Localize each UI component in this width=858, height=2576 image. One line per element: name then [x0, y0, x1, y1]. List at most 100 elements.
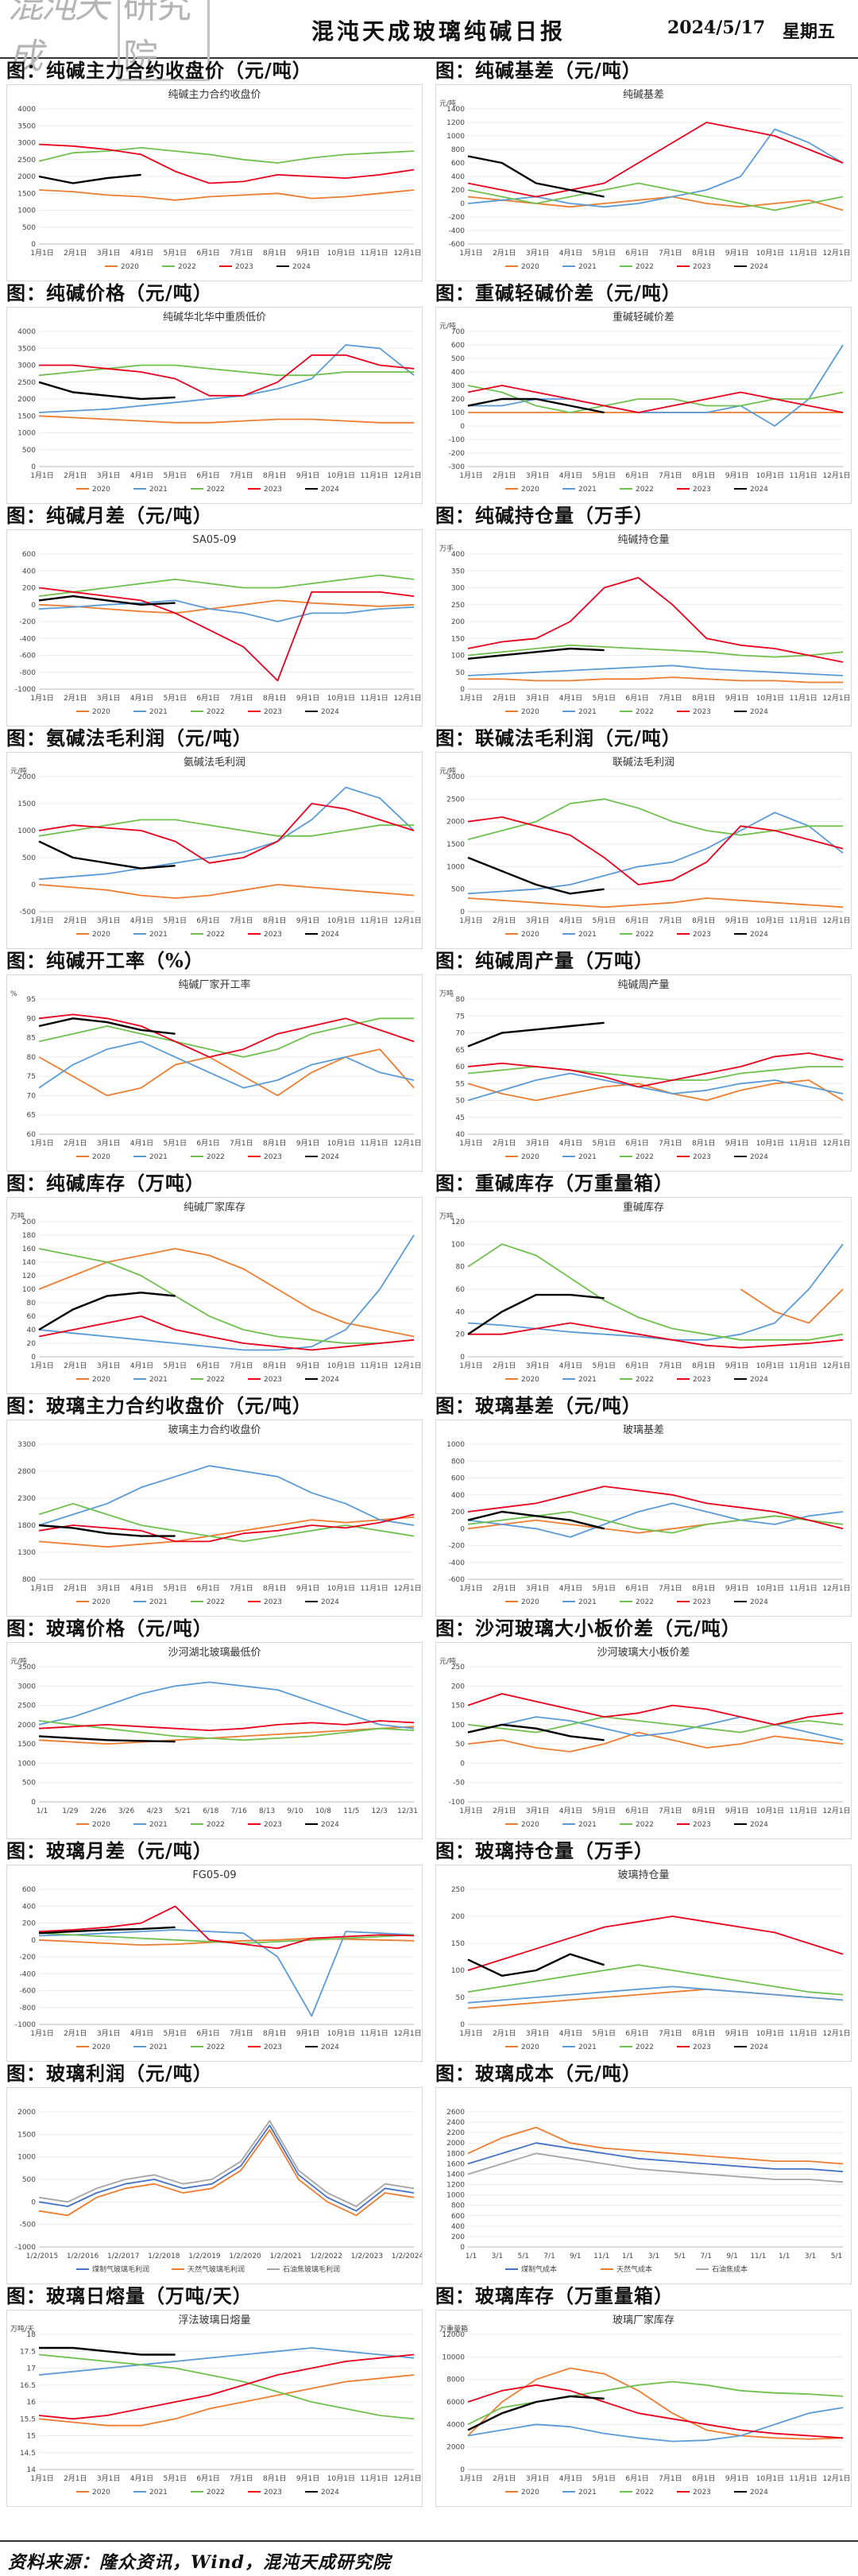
x-tick-label: 9月1日: [725, 1807, 748, 1815]
chart-panel: FG05-09 -1000 -800 -600 -400 -200 0 200 400 600 1月…: [6, 1865, 423, 2062]
line-chart: -1000 -500 0 500 1000 1500 2000 1/2/2015 1/2/201…: [15, 2109, 422, 2274]
y-tick-label: 3500: [17, 1664, 36, 1671]
y-tick-label: 2500: [17, 157, 36, 165]
x-tick-label: 4/23: [146, 1807, 162, 1815]
x-tick-label: 11月1日: [361, 1362, 388, 1370]
section-title: 图：纯碱开工率（%）: [6, 949, 204, 972]
y-tick-label: 14.5: [20, 2450, 36, 2458]
x-tick-label: 9月1日: [725, 916, 748, 925]
y-axis-unit: 万吨: [10, 1211, 25, 1221]
y-tick-label: 0: [460, 1760, 465, 1768]
legend-label: 2024: [292, 263, 311, 271]
x-tick-label: 4月1日: [130, 2474, 153, 2483]
y-tick-label: 90: [27, 1015, 37, 1023]
x-tick-label: 12月1日: [822, 2474, 850, 2483]
x-tick-label: 2月1日: [493, 1807, 516, 1815]
legend-label: 2020: [92, 486, 110, 494]
x-tick-label: 6月1日: [625, 2474, 648, 2483]
y-tick-label: -800: [20, 2005, 37, 2012]
x-tick-label: 12月1日: [393, 1139, 421, 1148]
y-axis-unit: 万吨: [439, 1211, 454, 1221]
series-line: [467, 812, 844, 895]
y-tick-label: 95: [27, 996, 36, 1004]
x-tick-label: 12月1日: [393, 2029, 421, 2038]
x-tick-label: 10月1日: [327, 2474, 355, 2483]
x-tick-label: 1/2/2017: [107, 2253, 139, 2260]
x-tick-label: 9月1日: [296, 471, 319, 480]
series-line: [39, 354, 415, 397]
section-title: 图：玻璃利润（元/吨）: [6, 2062, 213, 2085]
x-tick-label: 2月1日: [64, 694, 87, 703]
legend-label: 2021: [149, 486, 168, 494]
x-tick-label: 9月1日: [296, 249, 319, 258]
x-tick-label: 10月1日: [756, 471, 784, 480]
y-tick-label: 600: [22, 1886, 36, 1894]
section-title: 图：玻璃月差（元/吨）: [6, 1839, 213, 1862]
x-tick-label: 3/1: [648, 2253, 659, 2260]
legend-label: 2021: [149, 931, 168, 939]
y-tick-label: 100: [451, 1722, 465, 1730]
legend-label: 石油焦成本: [712, 2264, 748, 2274]
y-tick-label: 500: [22, 2176, 36, 2184]
chart-title: 纯碱持仓量: [617, 534, 669, 546]
y-tick-label: -100: [449, 1799, 466, 1807]
y-tick-label: 1000: [17, 2154, 36, 2162]
y-tick-label: 10000: [442, 2353, 465, 2361]
y-tick-label: 75: [27, 1073, 36, 1081]
x-tick-label: 1月1日: [30, 249, 53, 258]
x-tick-label: 12月1日: [822, 2029, 850, 2038]
legend-label: 2024: [750, 263, 768, 271]
x-tick-label: 6月1日: [196, 2474, 219, 2483]
legend-label: 2022: [636, 1153, 654, 1161]
x-tick-label: 11/5: [343, 1807, 359, 1815]
y-tick-label: 200: [22, 1218, 36, 1226]
x-tick-label: 12月1日: [822, 694, 850, 703]
x-tick-label: 8月1日: [692, 916, 715, 925]
x-tick-label: 4月1日: [559, 694, 582, 703]
legend-label: 2022: [636, 1598, 654, 1606]
series-line: [467, 1052, 844, 1088]
x-tick-label: 7月1日: [230, 249, 253, 258]
x-tick-label: 1月1日: [30, 2474, 53, 2483]
series-line: [38, 2347, 415, 2376]
x-tick-label: 8月1日: [692, 2029, 715, 2038]
series-line: [467, 155, 605, 198]
chart-title: 沙河湖北玻璃最低价: [168, 1647, 261, 1659]
y-tick-label: 0: [460, 423, 465, 431]
section-title: 图：玻璃库存（万重量箱）: [435, 2284, 674, 2307]
y-tick-label: -1000: [15, 2244, 36, 2252]
y-tick-label: 600: [451, 342, 465, 350]
y-tick-label: 140: [22, 1259, 36, 1267]
y-tick-label: 1800: [17, 1522, 36, 1530]
x-tick-label: 5月1日: [164, 2029, 187, 2038]
x-tick-label: 12/3: [372, 1807, 388, 1815]
section-title: 图：纯碱主力合约收盘价（元/吨）: [6, 59, 312, 82]
legend-label: 2022: [207, 2043, 225, 2051]
x-tick-label: 12月1日: [822, 1362, 850, 1370]
x-tick-label: 7/1: [543, 2253, 555, 2260]
x-tick-label: 3月1日: [526, 916, 549, 925]
line-chart: 0 200 400 600 800 1000 1200 1400 1600 1800 2000 220…: [446, 2109, 844, 2274]
x-tick-label: 10/8: [315, 1807, 331, 1815]
legend-label: 2023: [264, 1153, 282, 1161]
legend-label: 2021: [578, 708, 597, 716]
x-tick-label: 6月1日: [196, 694, 219, 703]
x-tick-label: 6月1日: [196, 2029, 219, 2038]
x-tick-label: 3月1日: [97, 2029, 120, 2038]
y-tick-label: -400: [20, 1970, 37, 1978]
x-tick-label: 11月1日: [790, 2029, 817, 2038]
x-tick-label: 3/1: [492, 2253, 503, 2260]
y-tick-label: -50: [453, 1780, 465, 1788]
legend-label: 2021: [578, 2489, 597, 2497]
chart-title: 玻璃持仓量: [617, 1869, 669, 1881]
x-tick-label: 2月1日: [64, 1362, 87, 1370]
legend-label: 2023: [693, 1376, 711, 1384]
series-line: [467, 897, 844, 908]
legend-label: 2022: [207, 2489, 225, 2497]
x-tick-label: 9月1日: [725, 249, 748, 258]
y-tick-label: 2500: [17, 1702, 36, 1710]
x-tick-label: 1/2/2016: [67, 2253, 99, 2260]
x-tick-label: 4月1日: [130, 916, 153, 925]
x-tick-label: 4月1日: [559, 1362, 582, 1370]
line-chart: 玻璃持仓量 0 50 100 150 200 250 1月1日 2月1日 3月1日 4月1日 5月1日…: [451, 1869, 851, 2051]
